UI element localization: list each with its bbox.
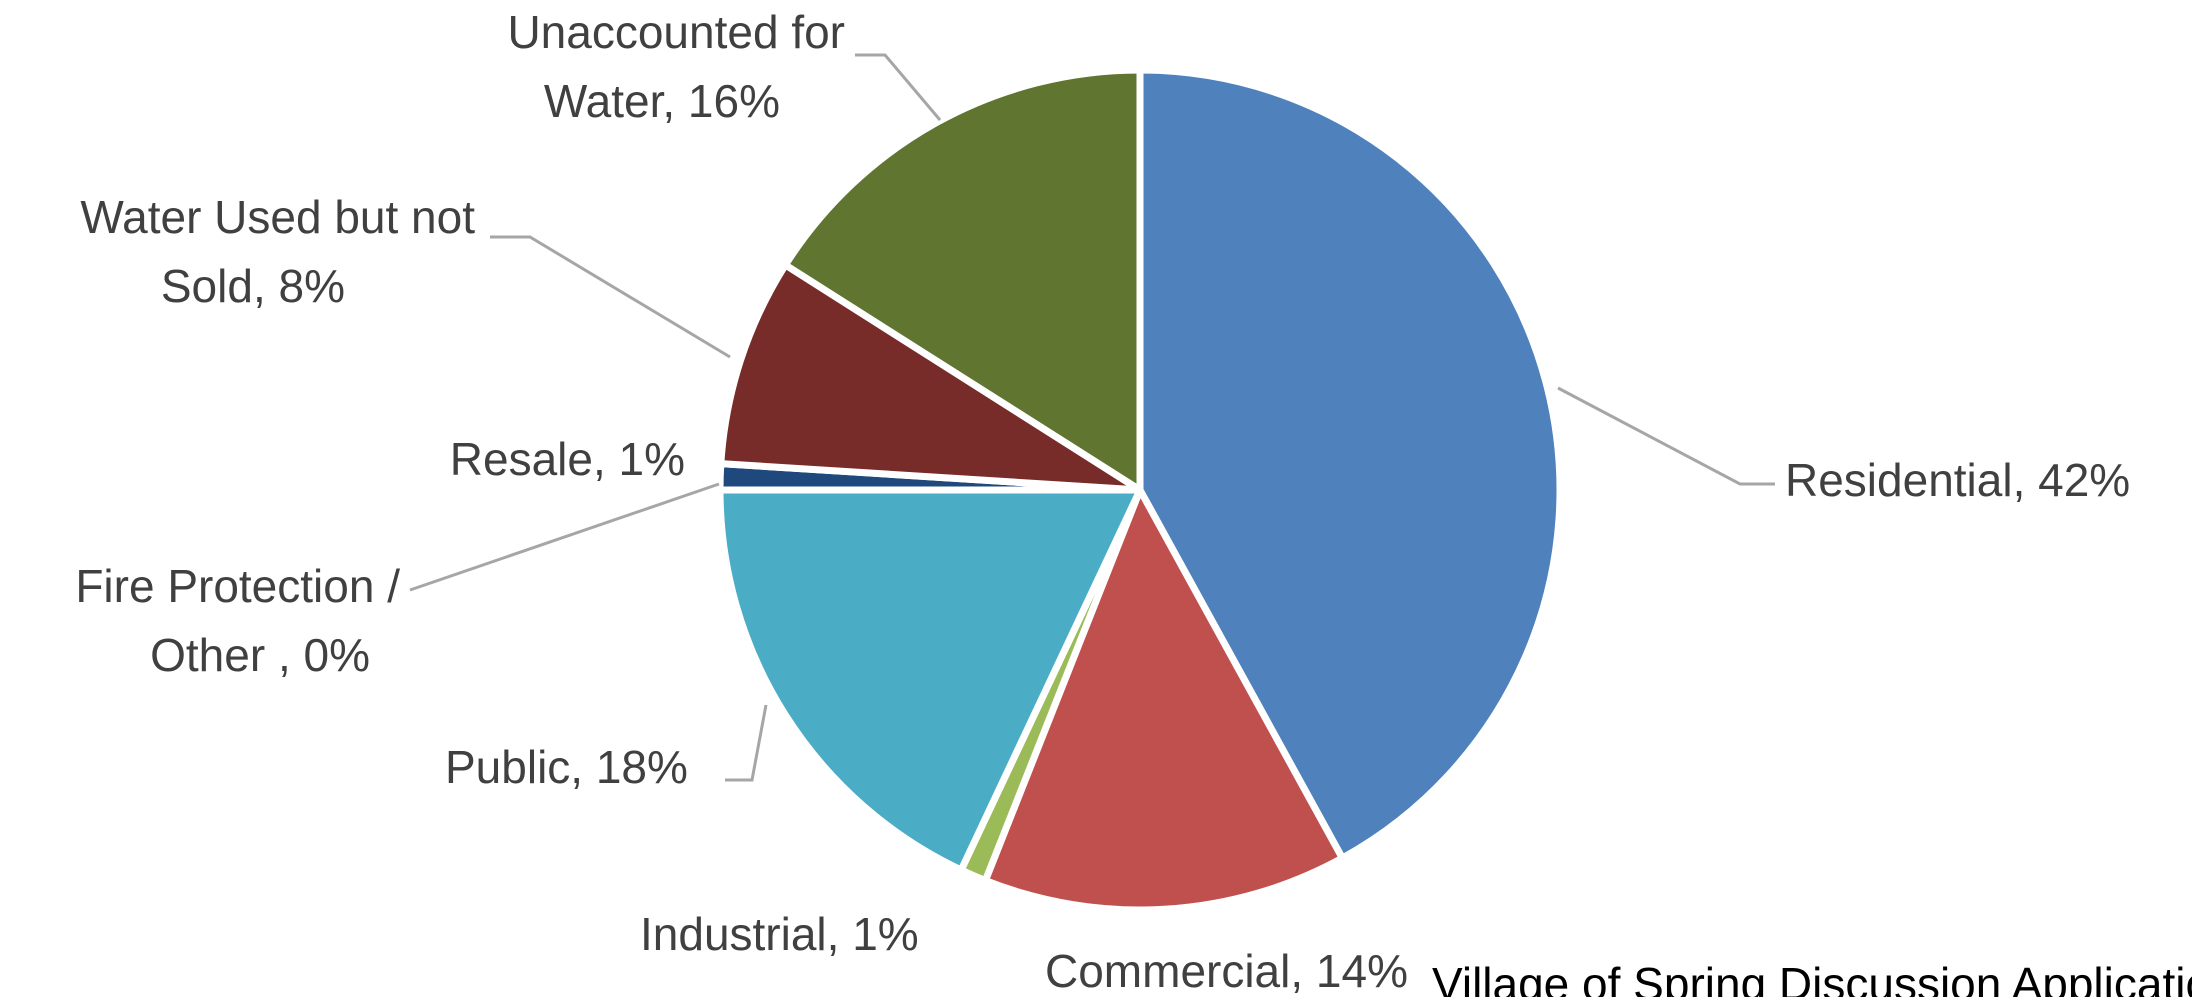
data-label-water-used-but-not-sold: Water Used but not [80,191,475,243]
data-label-commercial: Commercial, 14% [1045,945,1408,997]
data-labels: Residential, 42% Commercial, 14% Industria… [75,6,2130,997]
pie-slice-unaccounted-for-water [781,66,1144,494]
data-label-residential: Residential, 42% [1785,454,2130,506]
leader-line-fire-protection-other [409,482,720,592]
pie-slice-water-used-but-not-sold [717,261,1144,494]
pie-slice-public [716,486,1144,874]
data-label-unaccounted-for-water: Unaccounted for [507,6,845,58]
data-label-water-used-but-not-sold: Sold, 8% [161,260,345,312]
pie-slice-commercial [981,486,1346,914]
data-label-unaccounted-for-water: Water, 16% [544,75,780,127]
leader-lines [409,53,1775,782]
pie-slices [716,66,1564,914]
data-label-industrial: Industrial, 1% [640,908,919,960]
leader-line-public [725,704,768,782]
data-label-public: Public, 18% [445,741,688,793]
footer-text: Village of Spring Discussion Application [1432,958,2192,997]
leader-line-residential [1557,386,1775,486]
data-label-resale: Resale, 1% [450,433,685,485]
leader-line-unaccounted-for-water [855,53,942,121]
data-label-fire-protection-other: Fire Protection / [75,560,400,612]
pie-slice-residential [1136,66,1564,862]
leader-line-water-used-but-not-sold [490,235,731,359]
data-label-fire-protection-other: Other , 0% [150,629,370,681]
